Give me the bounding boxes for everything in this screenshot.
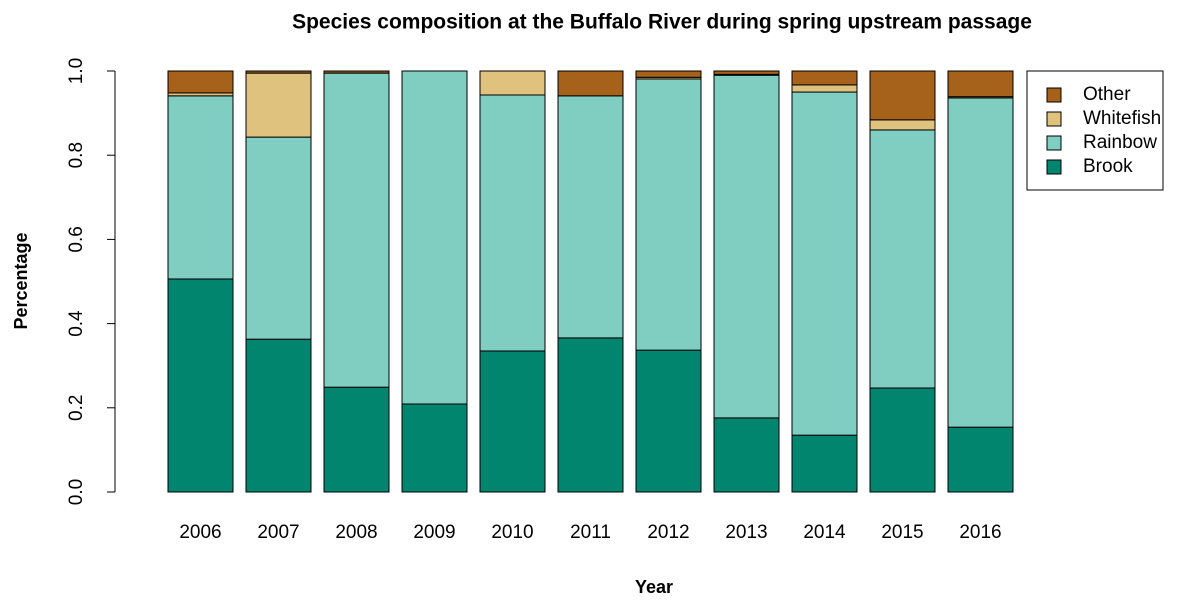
y-tick-label: 1.0 — [66, 58, 87, 84]
bar-segment — [635, 78, 702, 351]
bar-segment — [635, 349, 702, 493]
legend-swatch — [1046, 159, 1062, 175]
chart-title: Species composition at the Buffalo River… — [292, 11, 1032, 34]
bar-segment — [323, 70, 390, 74]
bar-segment — [245, 72, 312, 138]
y-tick-label: 0.2 — [66, 395, 87, 421]
bar-segment — [869, 119, 936, 131]
x-axis-title: Year — [635, 577, 673, 597]
y-tick-label: 0.6 — [66, 226, 87, 252]
bar-segment — [713, 417, 780, 493]
bar-segment — [323, 72, 390, 388]
bar-segment — [635, 70, 702, 78]
bar-segment — [557, 95, 624, 339]
bar-segment — [557, 70, 624, 97]
bar-segment — [401, 70, 468, 405]
x-tick-label: 2015 — [881, 522, 923, 543]
y-axis-title: Percentage — [11, 232, 31, 329]
x-tick-label: 2009 — [413, 522, 455, 543]
bar-segment — [479, 70, 546, 96]
bar-segment — [479, 94, 546, 352]
legend-label: Other — [1083, 84, 1131, 105]
bar-segment — [869, 387, 936, 493]
legend-label: Brook — [1083, 156, 1133, 177]
bar-segment — [479, 350, 546, 493]
y-tick-label: 0.4 — [66, 310, 87, 337]
bar-segment — [791, 434, 858, 493]
y-tick-label: 0.0 — [66, 479, 87, 505]
bar-segment — [947, 70, 1014, 98]
bar-segment — [791, 91, 858, 436]
bar-segment — [167, 95, 234, 280]
x-tick-label: 2008 — [335, 522, 377, 543]
x-tick-label: 2014 — [803, 522, 846, 543]
bar-segment — [869, 129, 936, 389]
x-tick-label: 2010 — [491, 522, 533, 543]
bar-segment — [167, 278, 234, 493]
bar-segment — [245, 136, 312, 340]
bar-segment — [245, 70, 312, 74]
bar-segment — [713, 74, 780, 419]
bar-segment — [791, 84, 858, 93]
bar-segment — [323, 386, 390, 493]
x-tick-label: 2006 — [179, 522, 221, 543]
bar-segment — [245, 338, 312, 493]
legend-swatch — [1046, 87, 1062, 103]
bar-segment — [947, 426, 1014, 493]
x-tick-label: 2016 — [959, 522, 1001, 543]
x-tick-label: 2013 — [725, 522, 767, 543]
x-tick-label: 2011 — [570, 522, 611, 543]
bar-segment — [713, 70, 780, 75]
bar-segment — [791, 70, 858, 86]
x-tick-label: 2007 — [257, 522, 299, 543]
bar-segment — [167, 70, 234, 94]
bar-segment — [557, 337, 624, 493]
y-tick-label: 0.8 — [66, 142, 87, 168]
legend-swatch — [1046, 135, 1062, 151]
x-tick-label: 2012 — [647, 522, 689, 543]
legend-label: Rainbow — [1083, 132, 1157, 153]
legend-label: Whitefish — [1083, 108, 1161, 129]
legend-swatch — [1046, 111, 1062, 127]
bar-segment — [869, 70, 936, 121]
bar-segment — [947, 97, 1014, 428]
bar-segment — [401, 403, 468, 493]
